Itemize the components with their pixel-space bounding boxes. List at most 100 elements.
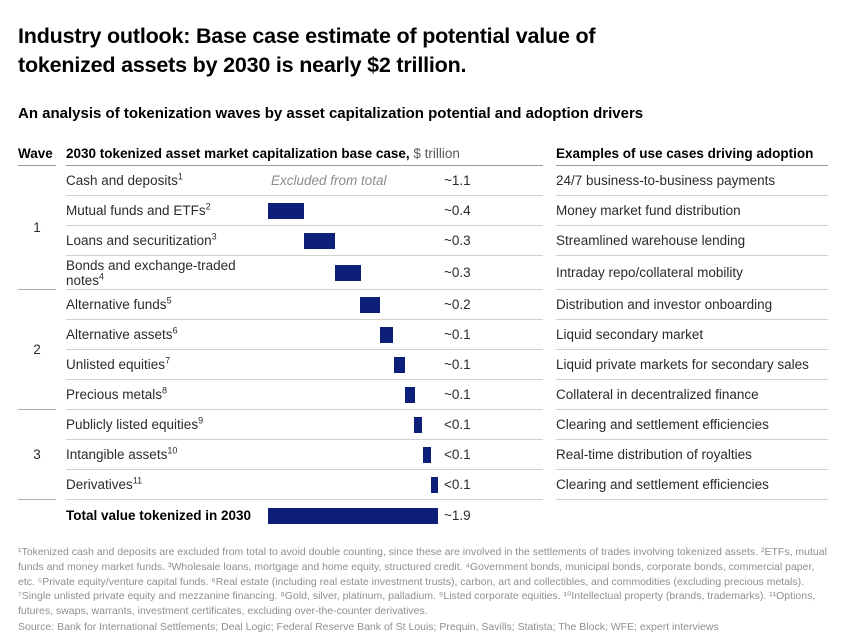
- use-case-cell: Real-time distribution of royalties: [556, 440, 828, 471]
- footnote-marker: 1: [177, 171, 183, 182]
- use-case-cell: Clearing and settlement efficiencies: [556, 410, 828, 441]
- value-bar: [414, 416, 423, 433]
- bar-zone: [268, 380, 438, 409]
- asset-label: Cash and deposits1: [66, 171, 183, 189]
- value-label: ~0.4: [444, 203, 471, 219]
- value-label: ~0.1: [444, 387, 471, 403]
- bar-zone: [268, 226, 438, 255]
- asset-label: Alternative assets6: [66, 325, 178, 343]
- table-row: Mutual funds and ETFs2 ~0.4: [66, 196, 543, 227]
- bar-zone: [268, 290, 438, 319]
- value-label: ~0.3: [444, 265, 471, 281]
- use-case-cell: Collateral in decentralized finance: [556, 380, 828, 411]
- wave-group: 1: [18, 166, 56, 291]
- footnote-marker: 9: [198, 415, 204, 426]
- bar-zone: [268, 500, 438, 531]
- wave-number: 2: [33, 342, 41, 358]
- footnote-marker: 11: [132, 475, 143, 486]
- use-case-column-header: Examples of use cases driving adoption: [556, 146, 828, 167]
- value-label: <0.1: [444, 447, 471, 463]
- table-row: Derivatives11 <0.1: [66, 470, 543, 501]
- footnote-marker: 8: [162, 385, 168, 396]
- value-label: ~0.2: [444, 297, 471, 313]
- market-cap-column: 2030 tokenized asset market capitalizati…: [66, 146, 543, 531]
- asset-label: Precious metals8: [66, 385, 168, 403]
- table-row: Alternative assets6 ~0.1: [66, 320, 543, 351]
- value-bar: [423, 446, 431, 463]
- bar-zone: [268, 410, 438, 439]
- table-row: Total value tokenized in 2030 ~1.9: [66, 500, 543, 531]
- main-rows: Cash and deposits1 Excluded from total ~1.…: [66, 166, 543, 531]
- asset-label: Intangible assets10: [66, 445, 178, 463]
- use-case-cell: Liquid secondary market: [556, 320, 828, 351]
- table-row: Unlisted equities7 ~0.1: [66, 350, 543, 381]
- use-case-cell: Clearing and settlement efficiencies: [556, 470, 828, 501]
- wave-number: 3: [33, 447, 41, 463]
- value-bar: [393, 356, 405, 373]
- table-row: Loans and securitization3 ~0.3: [66, 226, 543, 257]
- value-bar: [431, 476, 438, 493]
- value-bar: [380, 326, 393, 343]
- bar-zone: [268, 470, 438, 499]
- use-case-cell: Distribution and investor onboarding: [556, 290, 828, 321]
- bar-zone: [268, 256, 438, 289]
- asset-label: Loans and securitization3: [66, 231, 217, 249]
- tokenization-table: Wave 1 2 3 2030 tokenized asset market cap…: [18, 146, 828, 531]
- value-label: ~0.1: [444, 327, 471, 343]
- bar-zone: [268, 440, 438, 469]
- asset-label: Bonds and exchange-traded notes4: [66, 257, 236, 288]
- market-cap-header-bold: 2030 tokenized asset market capitalizati…: [66, 146, 410, 162]
- use-case-cell: Liquid private markets for secondary sal…: [556, 350, 828, 381]
- footnote-marker: 6: [172, 325, 178, 336]
- value-label: ~0.1: [444, 357, 471, 373]
- value-label: <0.1: [444, 477, 471, 493]
- bar-zone: Excluded from total: [268, 166, 438, 195]
- use-case-cell: Intraday repo/collateral mobility: [556, 256, 828, 291]
- value-bar: [334, 264, 361, 281]
- value-label: <0.1: [444, 417, 471, 433]
- value-label: ~0.3: [444, 233, 471, 249]
- table-row: Bonds and exchange-traded notes4 ~0.3: [66, 256, 543, 291]
- asset-label: Derivatives11: [66, 475, 143, 493]
- bar-zone: [268, 350, 438, 379]
- value-bar: [359, 296, 381, 313]
- market-cap-header-unit: $ trillion: [409, 146, 460, 162]
- page-subtitle: An analysis of tokenization waves by ass…: [18, 105, 644, 123]
- page-title: Industry outlook: Base case estimate of …: [18, 24, 596, 77]
- footnote-marker: 3: [211, 231, 217, 242]
- value-bar: [268, 202, 305, 219]
- asset-label: Publicly listed equities9: [66, 415, 204, 433]
- value-label: ~1.1: [444, 173, 471, 189]
- table-row: Intangible assets10 <0.1: [66, 440, 543, 471]
- wave-number: 1: [33, 220, 41, 236]
- value-label: ~1.9: [444, 508, 471, 524]
- value-bar: [304, 232, 335, 249]
- wave-column: Wave 1 2 3: [18, 146, 56, 501]
- wave-group: 2: [18, 290, 56, 411]
- table-row: Cash and deposits1 Excluded from total ~1.…: [66, 166, 543, 197]
- footnote-marker: 7: [165, 355, 171, 366]
- footnotes: ¹Tokenized cash and deposits are exclude…: [18, 546, 827, 617]
- footnote-marker: 2: [205, 201, 211, 212]
- source-line: Source: Bank for International Settlemen…: [18, 620, 719, 633]
- footnote-marker: 4: [99, 271, 105, 282]
- table-row: Publicly listed equities9 <0.1: [66, 410, 543, 441]
- value-bar: [404, 386, 415, 403]
- table-row: Precious metals8 ~0.1: [66, 380, 543, 411]
- wave-group: 3: [18, 410, 56, 501]
- use-case-column: Examples of use cases driving adoption 2…: [556, 146, 828, 501]
- wave-column-header: Wave: [18, 146, 56, 167]
- use-case-cell: Streamlined warehouse lending: [556, 226, 828, 257]
- bar-zone: [268, 196, 438, 225]
- footnote-marker: 10: [167, 445, 178, 456]
- bar-zone: [268, 320, 438, 349]
- usecase-rows: 24/7 business-to-business payments Money …: [556, 166, 828, 501]
- use-case-cell: Money market fund distribution: [556, 196, 828, 227]
- table-row: Alternative funds5 ~0.2: [66, 290, 543, 321]
- value-bar: [268, 507, 438, 524]
- asset-label: Alternative funds5: [66, 295, 172, 313]
- market-cap-column-header: 2030 tokenized asset market capitalizati…: [66, 146, 543, 167]
- excluded-from-total-note: Excluded from total: [271, 173, 387, 189]
- footnote-marker: 5: [166, 295, 172, 306]
